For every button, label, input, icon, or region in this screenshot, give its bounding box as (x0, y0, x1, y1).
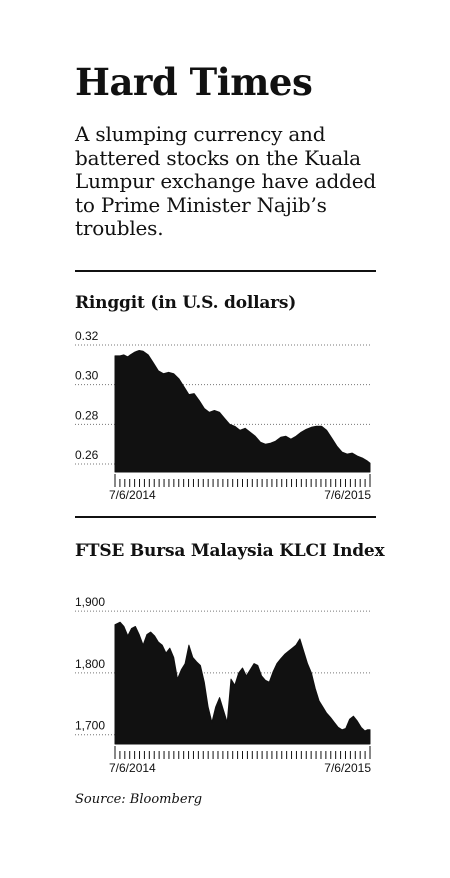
klci-chart-title: FTSE Bursa Malaysia KLCI Index (75, 541, 385, 561)
ringgit-x-label-end: 7/6/2015 (324, 488, 371, 502)
page-title: Hard Times (75, 60, 313, 104)
klci-x-label-end: 7/6/2015 (324, 761, 371, 775)
ringgit-y-tick-label: 0.28 (75, 408, 99, 422)
source-note: Source: Bloomberg (75, 792, 203, 807)
ringgit-y-tick-label: 0.32 (75, 329, 99, 343)
klci-area (114, 621, 371, 745)
ringgit-x-label-start: 7/6/2014 (109, 488, 156, 502)
section-divider (75, 270, 376, 272)
section-divider (75, 516, 376, 518)
klci-y-tick-label: 1,900 (75, 595, 105, 609)
klci-y-tick-label: 1,700 (75, 719, 105, 733)
ringgit-y-tick-label: 0.26 (75, 448, 99, 462)
klci-x-label-start: 7/6/2014 (109, 761, 156, 775)
klci-y-tick-label: 1,800 (75, 657, 105, 671)
ringgit-chart: 0.32 0.30 0.28 0.26 7/6/2014 7/6/2015 (75, 329, 371, 502)
klci-chart: 1,900 1,800 1,700 7/6/2014 7/6/2015 (75, 595, 371, 775)
ringgit-chart-title: Ringgit (in U.S. dollars) (75, 293, 297, 313)
ringgit-y-tick-label: 0.30 (75, 369, 99, 383)
page-subtitle: A slumping currency and battered stocks … (75, 122, 376, 240)
ringgit-area (114, 350, 371, 473)
